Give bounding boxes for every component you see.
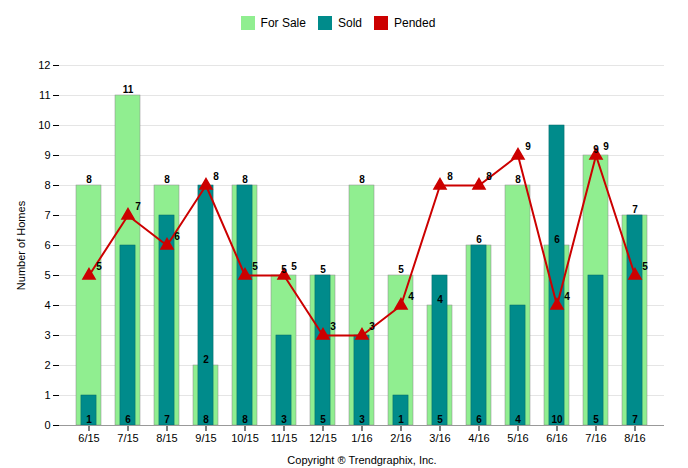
svg-text:2: 2 [203,354,209,365]
svg-text:4: 4 [564,291,570,302]
svg-text:3: 3 [359,414,365,425]
svg-text:8: 8 [203,414,209,425]
svg-text:6/15: 6/15 [78,432,99,444]
svg-text:3: 3 [369,321,375,332]
svg-text:Number of Homes: Number of Homes [15,200,27,290]
svg-text:7: 7 [44,209,50,221]
svg-text:8: 8 [86,174,92,185]
svg-text:6: 6 [174,231,180,242]
svg-text:7: 7 [632,414,638,425]
svg-text:11: 11 [123,84,134,95]
svg-text:12: 12 [38,59,50,71]
svg-text:6: 6 [476,234,482,245]
svg-text:Copyright ® Trendgraphix, Inc.: Copyright ® Trendgraphix, Inc. [287,454,436,466]
svg-text:5: 5 [320,414,326,425]
svg-text:8: 8 [359,174,365,185]
svg-text:8: 8 [44,179,50,191]
svg-text:2: 2 [44,359,50,371]
svg-text:8: 8 [164,174,170,185]
svg-text:2/16: 2/16 [390,432,411,444]
svg-text:8/16: 8/16 [624,432,645,444]
svg-text:12/15: 12/15 [309,432,337,444]
svg-text:4: 4 [408,291,414,302]
html-text:Sold: Sold [338,15,362,30]
svg-text:8: 8 [213,171,219,182]
svg-text:7: 7 [135,201,141,212]
svg-text:0: 0 [44,419,50,431]
svg-text:5: 5 [281,264,287,275]
svg-text:5: 5 [320,264,326,275]
svg-text:10/15: 10/15 [231,432,259,444]
svg-text:7/15: 7/15 [117,432,138,444]
html-text:For Sale: For Sale [260,15,306,30]
svg-text:1: 1 [44,389,50,401]
svg-text:9: 9 [44,149,50,161]
svg-text:6: 6 [554,234,560,245]
svg-text:8: 8 [242,174,248,185]
svg-text:5/16: 5/16 [507,432,528,444]
svg-text:3/16: 3/16 [429,432,450,444]
svg-text:11: 11 [39,89,50,101]
svg-text:5: 5 [252,261,258,272]
svg-text:8/15: 8/15 [156,432,177,444]
svg-text:5: 5 [437,414,443,425]
svg-text:3: 3 [281,414,287,425]
svg-text:7: 7 [632,204,638,215]
svg-text:7/16: 7/16 [585,432,606,444]
svg-text:8: 8 [515,174,521,185]
svg-text:5: 5 [96,261,102,272]
html-text:Pended: Pended [394,15,436,30]
svg-text:10: 10 [551,414,563,425]
svg-text:8: 8 [242,414,248,425]
svg-text:5: 5 [398,264,404,275]
svg-text:9: 9 [593,144,599,155]
svg-text:9/15: 9/15 [195,432,216,444]
svg-text:9: 9 [603,141,609,152]
svg-text:6: 6 [125,414,131,425]
svg-text:6/16: 6/16 [546,432,567,444]
svg-text:4: 4 [515,414,521,425]
svg-text:9: 9 [525,141,531,152]
svg-text:1: 1 [398,414,404,425]
svg-text:6: 6 [44,239,50,251]
svg-text:8: 8 [486,171,492,182]
svg-text:1: 1 [86,414,92,425]
svg-text:6: 6 [476,414,482,425]
svg-text:1/16: 1/16 [351,432,372,444]
svg-text:5: 5 [593,414,599,425]
svg-text:5: 5 [44,269,50,281]
svg-text:4: 4 [44,299,50,311]
svg-text:5: 5 [642,261,648,272]
svg-text:10: 10 [38,119,50,131]
svg-text:3: 3 [330,321,336,332]
svg-text:3: 3 [44,329,50,341]
svg-text:5: 5 [291,261,297,272]
svg-text:8: 8 [447,171,453,182]
svg-text:7: 7 [164,414,170,425]
svg-text:4/16: 4/16 [468,432,489,444]
svg-text:11/15: 11/15 [271,432,298,444]
svg-text:4: 4 [437,294,443,305]
